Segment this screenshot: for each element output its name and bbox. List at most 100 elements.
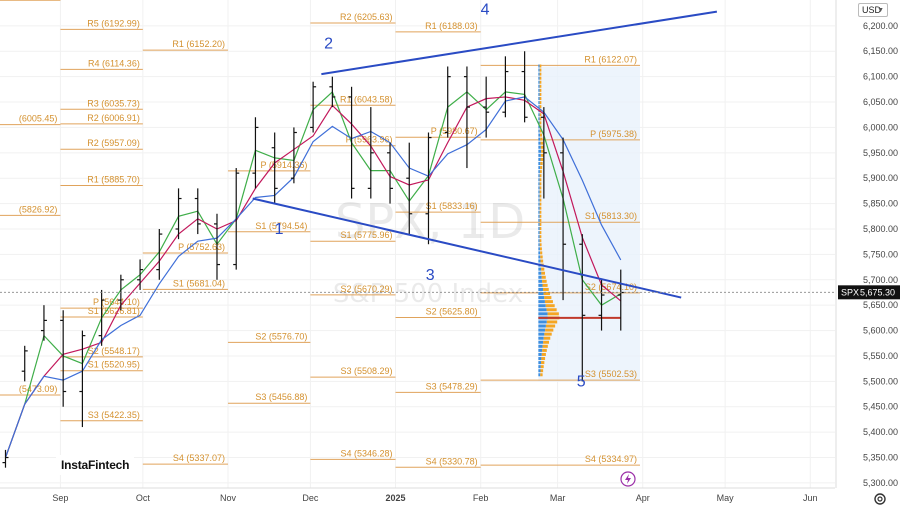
price-tick-label: 5,800.00	[863, 224, 898, 234]
lightning-icon[interactable]	[620, 471, 636, 487]
pivot-label: S1 (5681.04)	[173, 278, 225, 288]
volume-bar	[539, 76, 542, 80]
pivot-label: (5473.09)	[19, 384, 58, 394]
pivot-label: P (5963.96)	[346, 135, 393, 145]
volume-bar	[538, 153, 541, 157]
volume-bar	[539, 194, 542, 198]
volume-bar	[539, 113, 542, 117]
volume-bar	[538, 145, 541, 149]
volume-bar	[546, 308, 557, 312]
time-axis[interactable]: Sep Oct Nov Dec 2025 Feb Mar Apr May Jun	[0, 487, 835, 503]
volume-bar	[538, 125, 540, 129]
price-axis[interactable]: 6,200.00 6,150.00 6,100.00 6,050.00 6,000.00…	[835, 0, 898, 488]
volume-bar	[546, 320, 558, 324]
pivot-label: R4 (6114.36)	[88, 58, 140, 68]
volume-bar	[538, 97, 540, 100]
volume-bar	[540, 153, 544, 157]
volume-bar	[538, 348, 543, 352]
volume-bar	[538, 320, 547, 324]
volume-bar	[538, 182, 540, 186]
price-tick-label: 6,100.00	[863, 72, 898, 82]
volume-bar	[538, 365, 541, 369]
settings-icon[interactable]	[873, 492, 887, 506]
pivot-label: R1 (5885.70)	[87, 174, 140, 184]
volume-bar	[538, 178, 540, 182]
volume-bar	[539, 210, 542, 214]
volume-bar	[539, 178, 542, 182]
volume-bar	[538, 174, 540, 178]
price-tick-label: 6,200.00	[863, 21, 898, 31]
pivot-label: S1 (5775.96)	[340, 230, 392, 240]
volume-bar	[539, 186, 542, 190]
volume-bar	[539, 218, 542, 222]
wave-label: 4	[481, 2, 490, 19]
volume-bar	[538, 121, 540, 125]
volume-bar	[539, 202, 542, 206]
time-tick-label: Sep	[52, 493, 68, 503]
time-tick-label: Nov	[220, 493, 237, 503]
volume-bar	[539, 105, 542, 109]
volume-bar	[540, 251, 543, 255]
volume-bar	[538, 259, 541, 263]
volume-bar	[538, 222, 540, 226]
volume-bar	[539, 243, 542, 247]
pivot-label: P (5914.36)	[261, 160, 308, 170]
volume-bar	[538, 162, 541, 166]
pivot-label: R2 (6006.91)	[87, 113, 140, 123]
volume-bar	[539, 121, 542, 125]
trendlines[interactable]	[252, 10, 718, 299]
trendline	[252, 197, 682, 299]
volume-bar	[538, 218, 540, 222]
volume-bar	[539, 129, 542, 133]
volume-bar	[544, 332, 552, 336]
volume-bar	[538, 194, 540, 198]
volume-bar	[539, 214, 542, 218]
pivot-label: S3 (5456.88)	[255, 392, 307, 402]
symbol-watermark: SPX, 1D S&P 500 Index	[333, 194, 525, 309]
currency-label: USD	[862, 5, 882, 15]
volume-bar	[538, 292, 544, 296]
pivot-label: S2 (5674.10)	[585, 282, 637, 292]
volume-bar	[538, 340, 544, 344]
volume-bar	[538, 373, 541, 377]
volume-bar	[539, 84, 542, 88]
volume-bar	[538, 64, 540, 68]
volume-bar	[538, 247, 540, 251]
volume-bar	[539, 247, 542, 251]
time-tick-label: Dec	[302, 493, 319, 503]
volume-bar	[539, 190, 542, 194]
currency-selector[interactable]: USD ▼	[858, 3, 888, 17]
volume-bar	[538, 279, 543, 283]
volume-bar	[539, 222, 542, 226]
volume-bar	[540, 137, 543, 141]
volume-bar	[540, 145, 544, 149]
volume-bar	[542, 344, 548, 348]
volume-bar	[541, 267, 545, 271]
volume-bar	[538, 166, 541, 170]
pivot-label: (5826.92)	[19, 204, 58, 214]
time-tick-label: May	[717, 493, 735, 503]
volume-bar	[539, 80, 542, 84]
volume-bar	[538, 239, 540, 243]
volume-bar	[541, 275, 546, 279]
last-price-symbol: SPX	[841, 287, 859, 297]
watermark-name: S&P 500 Index	[333, 279, 523, 309]
pivot-label: S4 (5330.78)	[426, 456, 478, 466]
volume-bar	[538, 170, 540, 174]
volume-bar	[538, 231, 540, 235]
pivot-label: S1 (5833.16)	[426, 201, 478, 211]
volume-bar	[538, 157, 541, 161]
volume-bar	[545, 328, 554, 332]
pivot-label: R3 (6035.73)	[87, 98, 140, 108]
volume-bar	[539, 101, 542, 105]
moving-average-line	[4, 96, 622, 458]
pivot-label: R2 (5957.09)	[87, 138, 140, 148]
volume-bar	[538, 304, 546, 308]
volume-bar	[538, 328, 546, 332]
moving-average-line	[4, 96, 622, 458]
volume-bar	[538, 287, 544, 291]
volume-bar	[545, 304, 555, 308]
volume-bar	[541, 357, 546, 361]
price-tick-label: 5,400.00	[863, 427, 898, 437]
